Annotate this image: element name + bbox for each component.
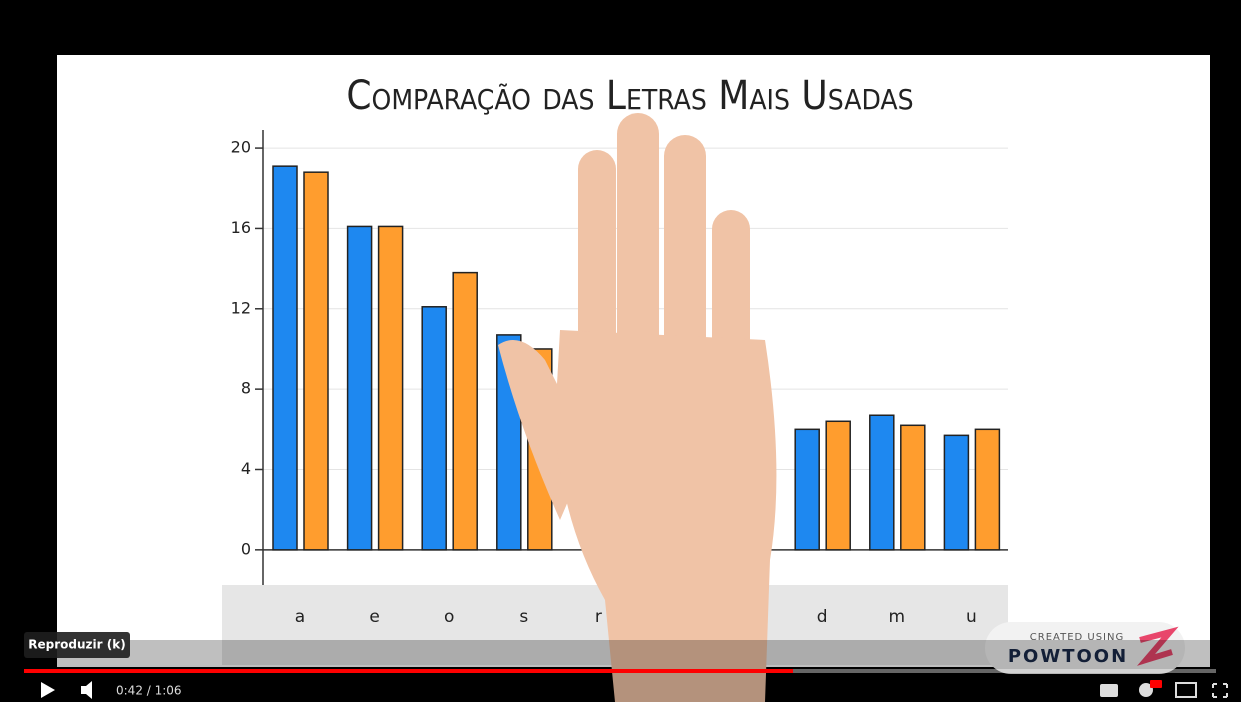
x-tick-label: e (369, 607, 379, 627)
video-player: Comparação das Letras Mais Usadas 0 4 8 12 1… (0, 0, 1241, 702)
bar (826, 421, 850, 550)
bar (944, 435, 968, 550)
time-display: 0:42 / 1:06 (116, 684, 182, 698)
bar (304, 172, 328, 550)
progress-played (24, 669, 793, 673)
y-tick-label: 16 (231, 218, 251, 237)
bar (795, 429, 819, 550)
page: Comparação das Letras Mais Usadas 0 4 8 12 1… (0, 0, 1241, 702)
y-tick-label: 20 (231, 138, 251, 157)
y-tick-label: 4 (241, 459, 251, 478)
x-tick-label: d (817, 607, 828, 627)
x-tick-label: r (595, 607, 602, 627)
y-tick-label: 0 (241, 539, 251, 558)
bar (273, 166, 297, 550)
bar (870, 415, 894, 550)
tooltip-text: Reproduzir (k) (28, 638, 125, 652)
chart-title: Comparação das Letras Mais Usadas (346, 73, 913, 119)
x-tick-label: o (444, 607, 454, 627)
subtitles-button[interactable] (1100, 684, 1118, 697)
x-tick-label: a (295, 607, 305, 627)
bar (422, 307, 446, 550)
x-tick-label: u (966, 607, 977, 627)
hd-badge (1150, 680, 1162, 688)
x-tick-label: s (519, 607, 528, 627)
bar (453, 273, 477, 550)
bar (348, 226, 372, 549)
bar (379, 226, 403, 549)
x-tick-label: m (889, 607, 906, 627)
y-tick-label: 8 (241, 379, 251, 398)
y-tick-label: 12 (231, 298, 251, 317)
bar (901, 425, 925, 550)
bar (975, 429, 999, 550)
